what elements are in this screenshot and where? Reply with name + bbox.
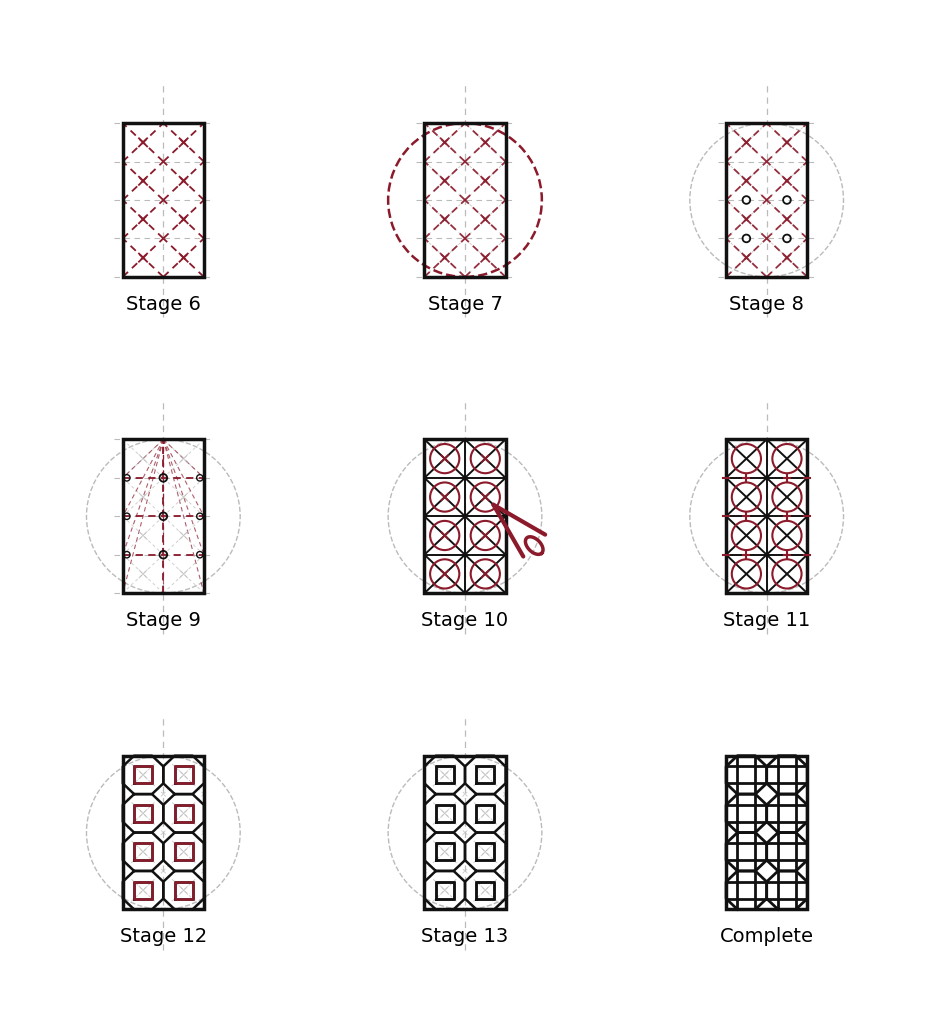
Bar — [424, 756, 506, 909]
Text: Stage 12: Stage 12 — [120, 927, 207, 946]
Bar — [476, 766, 494, 783]
Bar — [134, 882, 152, 899]
Text: Complete: Complete — [720, 927, 814, 946]
Bar — [175, 844, 193, 860]
Text: Stage 10: Stage 10 — [421, 611, 509, 630]
Text: Stage 7: Stage 7 — [428, 295, 502, 313]
Text: Stage 9: Stage 9 — [126, 611, 201, 630]
Bar — [726, 439, 807, 593]
Bar — [134, 766, 152, 783]
Bar — [123, 439, 204, 593]
Bar — [175, 882, 193, 899]
Text: Stage 6: Stage 6 — [126, 295, 201, 313]
Bar — [175, 766, 193, 783]
Bar — [726, 123, 807, 276]
Bar — [476, 805, 494, 822]
Text: Stage 11: Stage 11 — [723, 611, 810, 630]
Text: Stage 13: Stage 13 — [421, 927, 509, 946]
Bar — [436, 805, 454, 822]
Text: Stage 8: Stage 8 — [729, 295, 804, 313]
Bar — [123, 123, 204, 276]
Bar — [476, 844, 494, 860]
Bar — [424, 439, 506, 593]
Bar — [424, 123, 506, 276]
Bar — [726, 756, 807, 909]
Bar — [134, 844, 152, 860]
Bar — [476, 882, 494, 899]
Bar — [134, 805, 152, 822]
Bar — [436, 844, 454, 860]
Bar — [436, 766, 454, 783]
Bar — [436, 882, 454, 899]
Bar — [175, 805, 193, 822]
Bar — [123, 756, 204, 909]
